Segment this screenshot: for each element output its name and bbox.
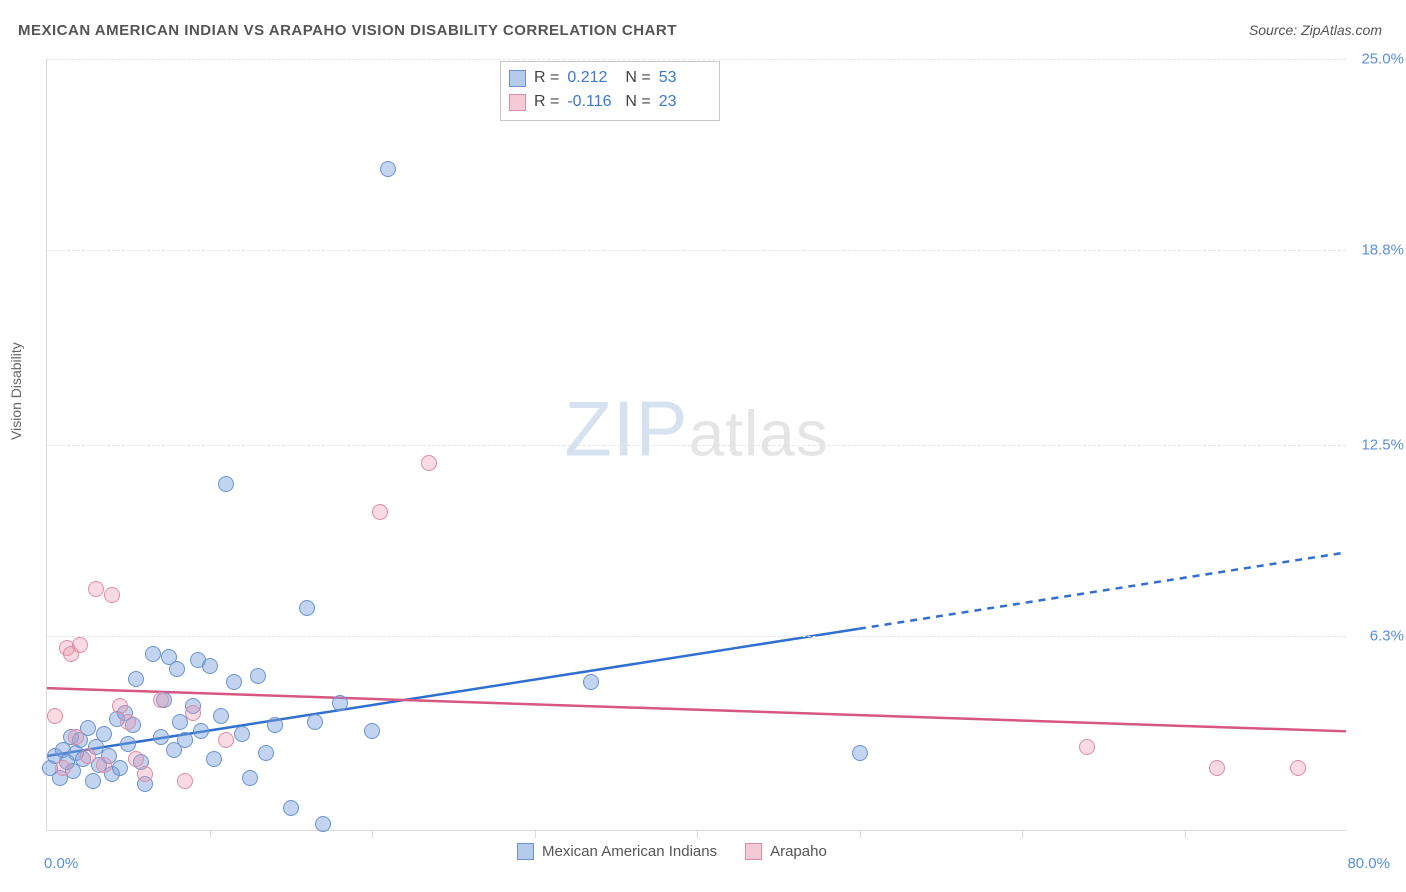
legend-swatch-series-a [517, 843, 534, 860]
data-point [85, 773, 101, 789]
r-label: R = [534, 90, 559, 114]
data-point [112, 760, 128, 776]
x-tick [1185, 830, 1186, 838]
data-point [242, 770, 258, 786]
data-point [177, 773, 193, 789]
data-point [315, 816, 331, 832]
gridline [47, 445, 1346, 446]
y-axis-label: Vision Disability [8, 342, 24, 440]
data-point [169, 661, 185, 677]
n-value: 53 [659, 66, 709, 90]
data-point [372, 504, 388, 520]
data-point [68, 729, 84, 745]
x-axis-min-label: 0.0% [44, 855, 78, 872]
n-label: N = [625, 90, 650, 114]
data-point [55, 760, 71, 776]
data-point [193, 723, 209, 739]
data-point [177, 732, 193, 748]
legend-swatch-series-b [509, 94, 526, 111]
legend-swatch-series-b [745, 843, 762, 860]
chart-container: MEXICAN AMERICAN INDIAN VS ARAPAHO VISIO… [0, 0, 1406, 892]
legend-item: Arapaho [745, 843, 827, 860]
x-axis-max-label: 80.0% [1347, 855, 1390, 872]
watermark-part-2: atlas [689, 398, 829, 470]
watermark: ZIPatlas [564, 384, 829, 475]
data-point [88, 581, 104, 597]
data-point [185, 705, 201, 721]
n-label: N = [625, 66, 650, 90]
n-value: 23 [659, 90, 709, 114]
data-point [120, 714, 136, 730]
y-tick-label: 18.8% [1361, 242, 1404, 259]
data-point [283, 800, 299, 816]
data-point [145, 646, 161, 662]
data-point [250, 668, 266, 684]
data-point [104, 587, 120, 603]
x-tick [1022, 830, 1023, 838]
gridline [47, 250, 1346, 251]
plot-area: ZIPatlas R = 0.212 N = 53 R = -0.116 N =… [46, 59, 1346, 831]
data-point [1079, 739, 1095, 755]
data-point [307, 714, 323, 730]
data-point [332, 695, 348, 711]
x-tick [372, 830, 373, 838]
data-point [72, 637, 88, 653]
data-point [128, 671, 144, 687]
correlation-stats-box: R = 0.212 N = 53 R = -0.116 N = 23 [500, 61, 720, 121]
x-tick [860, 830, 861, 838]
legend-item: Mexican American Indians [517, 843, 717, 860]
r-value: -0.116 [567, 90, 617, 114]
data-point [96, 726, 112, 742]
data-point [421, 455, 437, 471]
y-tick-label: 25.0% [1361, 51, 1404, 68]
data-point [96, 757, 112, 773]
data-point [47, 708, 63, 724]
y-tick-label: 12.5% [1361, 437, 1404, 454]
data-point [218, 732, 234, 748]
data-point [1290, 760, 1306, 776]
data-point [583, 674, 599, 690]
data-point [120, 736, 136, 752]
data-point [226, 674, 242, 690]
gridline [47, 59, 1346, 60]
data-point [218, 476, 234, 492]
gridline [47, 636, 1346, 637]
x-tick [535, 830, 536, 838]
data-point [112, 698, 128, 714]
data-point [202, 658, 218, 674]
data-point [153, 729, 169, 745]
r-label: R = [534, 66, 559, 90]
data-point [380, 161, 396, 177]
data-point [128, 751, 144, 767]
legend-swatch-series-a [509, 70, 526, 87]
data-point [213, 708, 229, 724]
stats-row: R = 0.212 N = 53 [509, 66, 709, 90]
data-point [299, 600, 315, 616]
data-point [137, 766, 153, 782]
r-value: 0.212 [567, 66, 617, 90]
legend: Mexican American Indians Arapaho [517, 843, 827, 860]
legend-label: Arapaho [770, 843, 827, 860]
x-tick [697, 830, 698, 838]
data-point [852, 745, 868, 761]
chart-title: MEXICAN AMERICAN INDIAN VS ARAPAHO VISIO… [18, 22, 677, 39]
source-attribution: Source: ZipAtlas.com [1249, 22, 1382, 38]
data-point [153, 692, 169, 708]
x-tick [210, 830, 211, 838]
data-point [364, 723, 380, 739]
stats-row: R = -0.116 N = 23 [509, 90, 709, 114]
legend-label: Mexican American Indians [542, 843, 717, 860]
y-tick-label: 6.3% [1370, 628, 1404, 645]
data-point [80, 748, 96, 764]
data-point [1209, 760, 1225, 776]
data-point [267, 717, 283, 733]
data-point [258, 745, 274, 761]
data-point [234, 726, 250, 742]
watermark-part-1: ZIP [564, 385, 688, 473]
data-point [206, 751, 222, 767]
